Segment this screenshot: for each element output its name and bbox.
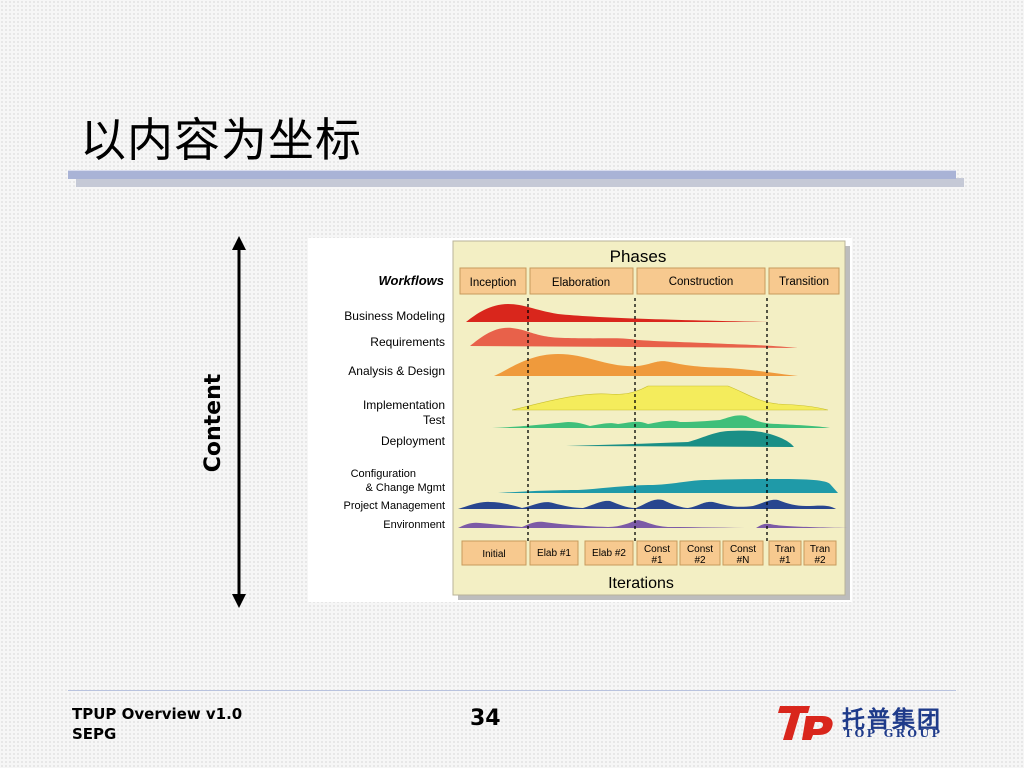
iteration-initial: Initial	[482, 549, 505, 560]
iteration-const-n-l2: #N	[737, 555, 750, 566]
company-logo: 托普集团 TOP GROUP	[776, 700, 956, 744]
iteration-tran-1-l2: #1	[779, 555, 791, 566]
workflows-label: Workflows	[379, 273, 445, 288]
phase-box-elaboration	[529, 267, 634, 295]
rup-hump-diagram: Phases Workflows Inception Elaboration C…	[308, 238, 852, 602]
iteration-boxes	[461, 540, 837, 566]
iteration-elab-1: Elab #1	[537, 548, 571, 559]
iteration-box-const-n	[722, 540, 764, 566]
hump-project-management	[458, 499, 836, 509]
iteration-tran-1-l1: Tran	[775, 544, 795, 555]
iteration-const-2-l1: Const	[687, 544, 713, 555]
workflow-environment: Environment	[383, 519, 445, 531]
phase-construction: Construction	[669, 276, 734, 288]
phase-box-construction	[636, 267, 766, 295]
workflow-implementation: Implementation	[363, 398, 445, 412]
iteration-const-1-l1: Const	[644, 544, 670, 555]
footer-rule	[68, 690, 956, 691]
footer-line-2: SEPG	[72, 725, 117, 743]
iteration-const-n-l1: Const	[730, 544, 756, 555]
iteration-box-tran-2	[803, 540, 837, 566]
iteration-tran-2-l1: Tran	[810, 544, 830, 555]
iteration-const-2-l2: #2	[694, 555, 706, 566]
hump-environment	[458, 520, 848, 528]
page-number: 34	[470, 706, 501, 731]
hump-business-modeling	[466, 304, 768, 322]
hump-implementation	[511, 385, 829, 411]
iteration-box-const-1	[636, 540, 678, 566]
phase-milestone-lines	[527, 298, 768, 542]
logo-english-text: TOP GROUP	[844, 727, 943, 740]
phase-boxes: Inception Elaboration Construction Trans…	[459, 267, 840, 295]
phase-box-inception	[459, 267, 527, 295]
workflow-change-mgmt: & Change Mgmt	[366, 482, 445, 494]
hump-requirements	[470, 327, 798, 348]
iteration-box-initial	[461, 540, 527, 566]
hump-configuration	[498, 479, 838, 493]
workflow-business-modeling: Business Modeling	[344, 309, 445, 323]
hump-deployment	[566, 430, 794, 447]
iterations-footer: Iterations	[608, 575, 674, 592]
slide-title: 以内容为坐标	[80, 113, 362, 167]
iteration-box-tran-1	[768, 540, 802, 566]
workflow-requirements: Requirements	[370, 335, 445, 349]
workflow-analysis-design: Analysis & Design	[348, 364, 445, 378]
iteration-box-elab-1	[529, 540, 579, 566]
content-axis-label: Content	[201, 373, 226, 473]
hump-test	[492, 415, 830, 428]
phases-header: Phases	[610, 247, 667, 266]
workflow-humps	[458, 304, 848, 528]
workflow-test: Test	[423, 413, 446, 427]
phase-inception: Inception	[470, 277, 517, 289]
iteration-const-1-l2: #1	[651, 555, 663, 566]
title-underline-bar	[68, 170, 956, 179]
tp-logo-mark	[778, 706, 833, 740]
workflow-deployment: Deployment	[381, 434, 446, 448]
iteration-box-const-2	[679, 540, 721, 566]
diagram-panel	[452, 240, 846, 596]
iteration-elab-2: Elab #2	[592, 548, 626, 559]
hump-analysis-design	[494, 354, 798, 376]
phase-box-transition	[768, 267, 840, 295]
footer-info: TPUP Overview v1.0 SEPG	[72, 704, 242, 744]
content-axis-arrow	[232, 236, 246, 608]
phase-elaboration: Elaboration	[552, 277, 610, 289]
workflow-project-management: Project Management	[344, 500, 446, 512]
phase-transition: Transition	[779, 276, 829, 288]
workflow-configuration: Configuration	[351, 468, 416, 480]
footer-line-1: TPUP Overview v1.0	[72, 705, 243, 723]
iteration-box-elab-2	[584, 540, 634, 566]
iteration-tran-2-l2: #2	[814, 555, 826, 566]
logo-chinese-text: 托普集团	[842, 706, 942, 733]
